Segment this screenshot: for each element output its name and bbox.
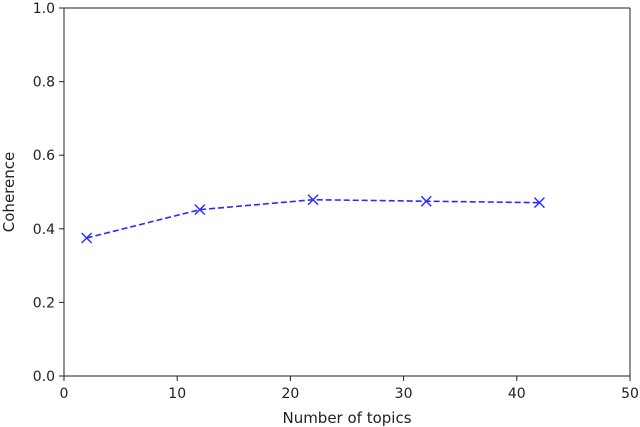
plot-area — [63, 7, 631, 377]
y-axis-label: Coherence — [0, 152, 18, 232]
y-tick-label: 0.0 — [33, 369, 55, 385]
x-axis-label: Number of topics — [282, 409, 411, 427]
data-point-marker — [420, 195, 432, 207]
x-tick-label: 20 — [281, 386, 299, 402]
data-point-marker — [194, 204, 206, 216]
x-tick-label: 10 — [168, 386, 186, 402]
y-tick-label: 0.4 — [33, 222, 55, 238]
x-ticks: 0 10 20 30 40 50 — [60, 376, 639, 402]
x-tick-label: 0 — [60, 386, 69, 402]
x-tick-label: 50 — [621, 386, 639, 402]
x-tick-label: 30 — [395, 386, 413, 402]
y-ticks: 0.0 0.2 0.4 0.6 0.8 1.0 — [33, 1, 64, 385]
y-tick-label: 0.8 — [33, 75, 55, 91]
y-tick-label: 0.2 — [33, 295, 55, 311]
data-point-marker — [533, 197, 545, 209]
series-line — [86, 198, 540, 239]
x-tick-label: 40 — [508, 386, 526, 402]
y-tick-label: 1.0 — [33, 1, 55, 17]
data-point-marker — [81, 232, 93, 244]
y-tick-label: 0.6 — [33, 148, 55, 164]
data-point-marker — [307, 194, 319, 206]
series-layer — [81, 194, 545, 244]
